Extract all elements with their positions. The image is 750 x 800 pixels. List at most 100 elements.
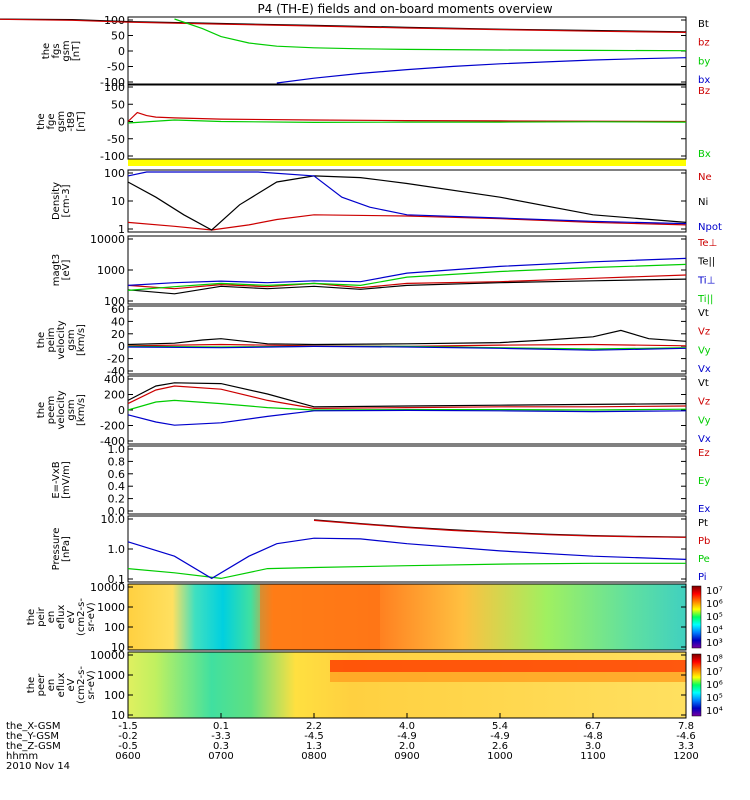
colorbar [691,585,702,649]
y-axis-label: gsm [56,111,67,132]
y-axis-label: [nPa] [61,536,72,562]
legend-entry: Ey [698,476,710,487]
legend-entry: Ti|| [697,294,713,305]
footer-row-label: the_X-GSM [6,721,60,732]
x-tick-label: 2.6 [492,741,508,752]
series-line-ni [127,175,687,231]
y-axis-label: [nT] [76,111,87,131]
series-line-te [127,278,687,295]
y-tick-label: 1000 [97,264,125,277]
legend-entry: Vx [698,364,711,375]
y-axis-label: fgs [51,43,62,58]
spectrogram-band [260,584,380,650]
y-tick-label: 10000 [90,649,125,662]
y-tick-label: 100 [104,621,125,634]
legend-entry: Vt [698,378,709,389]
series-line-vy [127,345,687,350]
x-tick-label: -4.9 [490,731,510,742]
y-tick-label: 100 [104,689,125,702]
legend-entry: Ni [698,197,708,208]
y-tick-label: -100 [100,76,125,89]
series-line-bz [127,111,687,123]
y-tick-label: 0 [118,404,125,417]
legend-entry: Pe [698,554,710,565]
y-axis-label: peem [46,396,57,424]
legend-entry: Vz [698,397,710,408]
y-axis-label: Density [51,182,62,220]
panel-4: 10000 1000 100 magt3 [eV] [51,233,687,308]
panel-frame [127,445,687,515]
panel-9: 10⁷ 10⁶ 10⁵ 10⁴ 10³ 10000 1000 100 10 the peir en ef… [26,581,723,654]
y-tick-label: 100 [104,167,125,180]
series-line-bz [0,18,687,33]
x-tick-label: 5.4 [492,721,508,732]
y-axis-label: the [36,113,47,129]
legend-entry: bx [698,75,710,86]
y-tick-label: -40 [107,365,125,378]
legend-entry: Ti⊥ [697,275,715,286]
spectrogram-band [330,672,686,682]
footer-row-label: hhmm [6,751,38,762]
panel-3: 100 10 1 Density [cm-3] [51,167,687,236]
legend-entry: Vx [698,434,711,445]
y-axis-label: velocity [56,320,67,359]
y-axis-label: gsm [66,329,77,350]
y-axis-label: [km/s] [76,324,87,356]
x-tick-label: 0700 [208,751,233,762]
y-axis-label: peer [36,673,47,697]
legend-entry: Vt [698,308,709,319]
series-line-ti [127,257,687,286]
x-tick-label: -1.5 [118,721,138,732]
legend-entry: Bx [698,149,711,160]
y-axis-label: E=-VxB [51,461,62,498]
y-axis-label: eV [66,678,77,691]
x-tick-label: 1000 [487,751,512,762]
y-axis-label: gsm [66,399,77,420]
series-line-pt [313,519,687,538]
series-line-pb [313,519,687,538]
y-tick-label: 1 [118,223,125,236]
y-tick-label: -50 [107,133,125,146]
colorbar-tick-label: 10⁵ [706,612,723,623]
y-tick-label: 0 [118,340,125,353]
y-tick-label: 10000 [90,233,125,246]
y-axis-label: peir [36,606,47,626]
y-axis-label: (cm2-s- [76,666,87,704]
series-line-vz [127,385,687,410]
y-tick-label: 1000 [97,601,125,614]
y-axis-label: fge [46,113,57,129]
series-line-vt [127,329,687,346]
y-tick-label: -400 [100,435,125,448]
y-tick-label: 100 [104,295,125,308]
x-tick-label: -4.8 [583,731,603,742]
x-tick-label: 1200 [673,751,698,762]
legend-entry: Ex [698,504,710,515]
x-tick-label: 7.8 [678,721,694,732]
y-tick-label: 200 [104,389,125,402]
y-axis-label: -t89 [66,111,77,131]
x-tick-label: 1100 [580,751,605,762]
colorbar-tick-label: 10⁷ [706,586,723,597]
y-axis-label: the [26,677,37,693]
x-tick-label: 3.3 [678,741,694,752]
series-line-npot [127,171,687,225]
x-tick-label: 0600 [115,751,140,762]
x-tick-label: 2.0 [399,741,415,752]
y-axis-label: magt3 [51,254,62,287]
y-tick-label: 1000 [97,669,125,682]
y-tick-label: 60 [111,303,125,316]
colorbar-tick-label: 10⁵ [706,693,723,704]
series-line-bx [127,119,687,124]
y-tick-label: 40 [111,315,125,328]
panel-frame [127,515,687,583]
y-tick-label: 10000 [90,581,125,594]
y-tick-label: 10 [111,709,125,722]
x-tick-label: 3.0 [585,741,601,752]
x-tick-label: 6.7 [585,721,601,732]
legend-entry: by [698,56,710,67]
legend-entry: Bz [698,86,710,97]
